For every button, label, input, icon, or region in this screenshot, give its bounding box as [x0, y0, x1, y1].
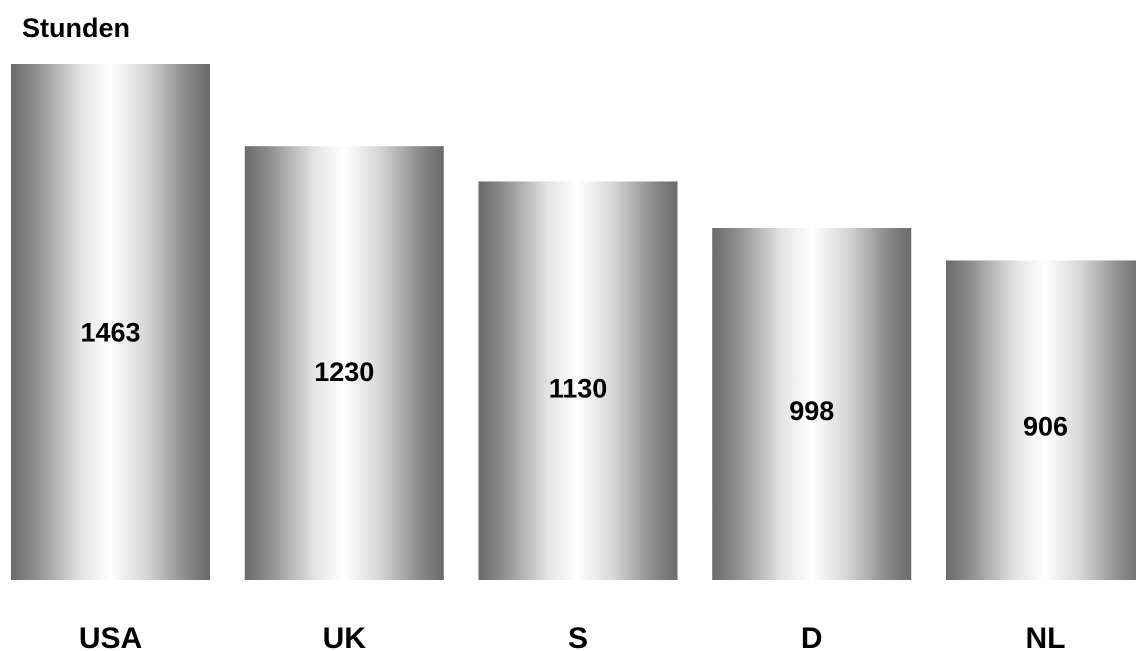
category-label-nl: NL [1026, 622, 1066, 651]
bar-d [712, 228, 912, 580]
value-label-d: 998 [789, 396, 834, 426]
category-labels-group: USA UK S D NL [79, 622, 1066, 651]
y-axis-label: Stunden [22, 13, 130, 43]
value-label-usa: 1463 [80, 317, 140, 347]
value-labels-group: 1463 1230 1130 998 906 [80, 317, 1068, 441]
category-label-uk: UK [323, 622, 367, 651]
category-label-s: S [568, 622, 588, 651]
bar-usa [11, 64, 210, 580]
bar-uk [244, 146, 444, 580]
value-label-uk: 1230 [314, 357, 374, 387]
bars-group [11, 64, 1136, 580]
category-label-d: D [801, 622, 823, 651]
value-label-s: 1130 [549, 374, 608, 404]
category-label-usa: USA [79, 622, 142, 651]
bar-s [478, 181, 678, 580]
bar-nl [946, 260, 1136, 580]
value-label-nl: 906 [1023, 412, 1068, 442]
